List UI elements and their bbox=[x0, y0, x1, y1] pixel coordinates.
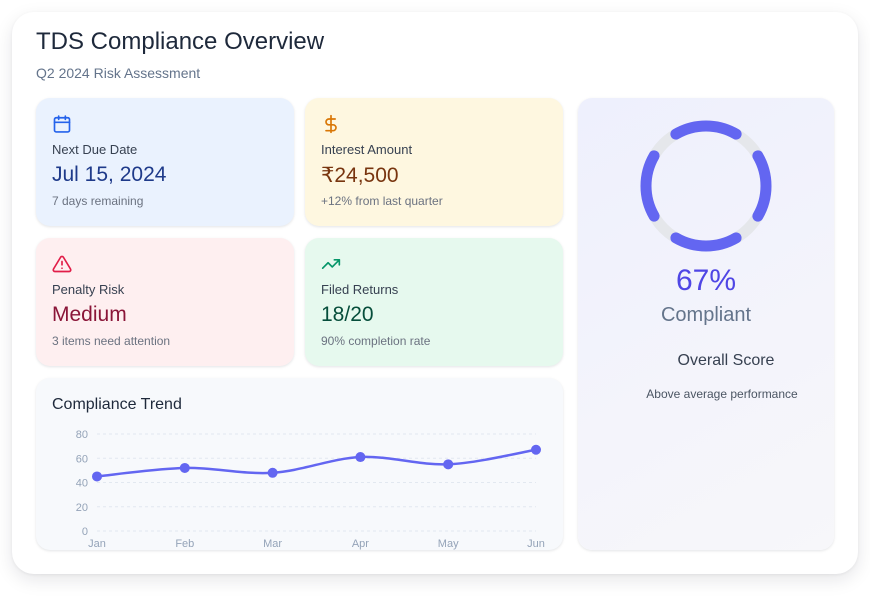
score-ring-segment bbox=[640, 150, 660, 222]
compliance-trend-card: Compliance Trend 0 20 40 60 80 Jan Feb Mar Apr Ma… bbox=[36, 378, 563, 550]
due-date-note: 7 days remaining bbox=[52, 194, 144, 208]
trending-up-icon bbox=[321, 259, 341, 269]
y-tick-label: 20 bbox=[76, 502, 88, 514]
filed-note: 90% completion rate bbox=[321, 334, 431, 348]
interest-note: +12% from last quarter bbox=[321, 194, 443, 208]
penalty-risk-card[interactable]: Penalty Risk Medium 3 items need attenti… bbox=[36, 238, 294, 366]
filed-label: Filed Returns bbox=[321, 282, 399, 297]
page-subtitle: Q2 2024 Risk Assessment bbox=[36, 65, 201, 81]
x-tick-label: Apr bbox=[352, 538, 369, 550]
x-tick-label: Feb bbox=[175, 538, 194, 550]
next-due-date-card[interactable]: Next Due Date Jul 15, 2024 7 days remain… bbox=[36, 98, 294, 226]
trend-data-point[interactable] bbox=[443, 459, 454, 470]
score-ring-segment bbox=[752, 150, 772, 222]
score-donut bbox=[640, 120, 772, 252]
x-tick-label: Jan bbox=[88, 538, 106, 550]
x-tick-label: Mar bbox=[263, 538, 282, 550]
score-ring-segment bbox=[670, 120, 742, 140]
trend-series-line bbox=[96, 448, 537, 478]
page-title: TDS Compliance Overview bbox=[36, 28, 325, 55]
due-date-label: Next Due Date bbox=[52, 142, 138, 157]
score-percent: 67% bbox=[675, 264, 737, 297]
score-ring-track bbox=[640, 120, 772, 252]
y-tick-label: 60 bbox=[76, 453, 88, 465]
due-date-value: Jul 15, 2024 bbox=[52, 163, 167, 186]
x-tick-label: May bbox=[438, 538, 459, 550]
warning-triangle-icon bbox=[52, 255, 72, 273]
penalty-note: 3 items need attention bbox=[52, 334, 171, 348]
trend-title: Compliance Trend bbox=[52, 396, 182, 413]
y-tick-label: 80 bbox=[76, 429, 88, 441]
interest-amount-card[interactable]: Interest Amount ₹24,500 +12% from last q… bbox=[305, 98, 563, 226]
score-status: Compliant bbox=[660, 304, 752, 326]
trend-data-point[interactable] bbox=[531, 444, 541, 455]
trend-data-point[interactable] bbox=[267, 467, 278, 478]
filed-value: 18/20 bbox=[321, 303, 374, 326]
score-title: Overall Score bbox=[677, 352, 775, 369]
penalty-value: Medium bbox=[52, 303, 127, 326]
score-ring-segment bbox=[670, 232, 742, 252]
y-tick-label: 40 bbox=[76, 478, 88, 490]
trend-data-point[interactable] bbox=[179, 462, 190, 473]
compliance-trend-chart: 0 20 40 60 80 Jan Feb Mar Apr May Jun bbox=[76, 429, 545, 550]
calendar-icon bbox=[53, 115, 71, 133]
penalty-label: Penalty Risk bbox=[52, 282, 125, 297]
filed-returns-card[interactable]: Filed Returns 18/20 90% completion rate bbox=[305, 238, 563, 366]
interest-value: ₹24,500 bbox=[321, 164, 399, 187]
dollar-icon bbox=[325, 114, 337, 134]
y-tick-label: 0 bbox=[82, 526, 88, 538]
trend-data-point[interactable] bbox=[355, 452, 366, 463]
overall-score-card: 67% Compliant Overall Score Above averag… bbox=[578, 98, 834, 550]
interest-label: Interest Amount bbox=[321, 142, 413, 157]
x-tick-label: Jun bbox=[527, 538, 545, 550]
trend-data-point[interactable] bbox=[92, 471, 102, 482]
score-note: Above average performance bbox=[646, 387, 798, 401]
